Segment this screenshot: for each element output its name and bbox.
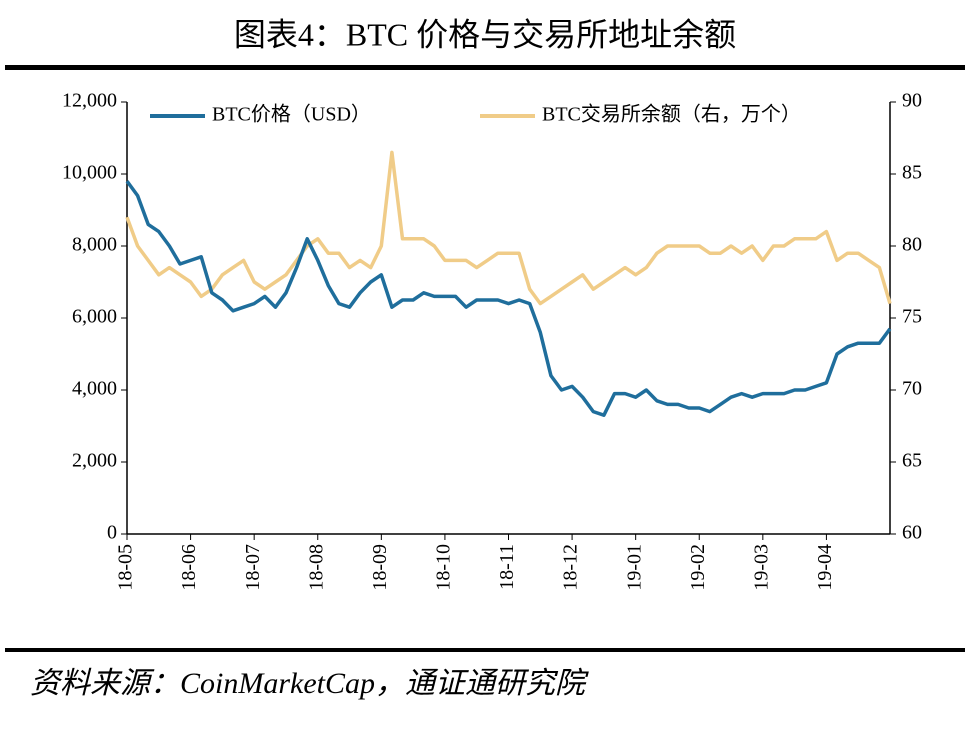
legend-label: BTC交易所余额（右，万个）	[542, 103, 801, 126]
chart-title: 图表4：BTC 价格与交易所地址余额	[234, 16, 736, 52]
y2-tick-label: 75	[902, 306, 922, 328]
x-tick-label: 18-05	[115, 544, 137, 591]
y2-tick-label: 90	[902, 90, 922, 112]
x-tick-label: 18-11	[496, 544, 518, 590]
legend-label: BTC价格（USD）	[212, 103, 371, 126]
y2-tick-label: 70	[902, 378, 922, 400]
x-tick-label: 18-09	[369, 544, 391, 591]
y-tick-label: 4,000	[72, 378, 117, 400]
series-line	[125, 180, 892, 417]
y2-tick-label: 65	[902, 450, 922, 472]
y-tick-label: 0	[107, 522, 117, 544]
y-tick-label: 2,000	[72, 450, 117, 472]
x-tick-label: 19-02	[687, 544, 709, 591]
y-tick-label: 6,000	[72, 306, 117, 328]
x-tick-label: 19-03	[750, 544, 772, 591]
x-tick-label: 19-04	[814, 544, 836, 591]
y2-tick-label: 60	[902, 522, 922, 544]
x-tick-label: 18-06	[178, 544, 200, 591]
y-tick-label: 12,000	[62, 90, 117, 112]
x-tick-label: 18-07	[242, 544, 264, 591]
x-tick-label: 18-12	[560, 544, 582, 591]
x-tick-label: 19-01	[623, 544, 645, 591]
y-tick-label: 10,000	[62, 162, 117, 184]
y-tick-label: 8,000	[72, 234, 117, 256]
y2-tick-label: 85	[902, 162, 922, 184]
bottom-rule	[5, 648, 965, 652]
top-rule	[5, 65, 965, 70]
x-tick-label: 18-10	[433, 544, 455, 591]
series-line	[125, 150, 892, 306]
y2-tick-label: 80	[902, 234, 922, 256]
x-tick-label: 18-08	[305, 544, 327, 591]
source: 资料来源：CoinMarketCap，通证通研究院	[30, 667, 589, 700]
